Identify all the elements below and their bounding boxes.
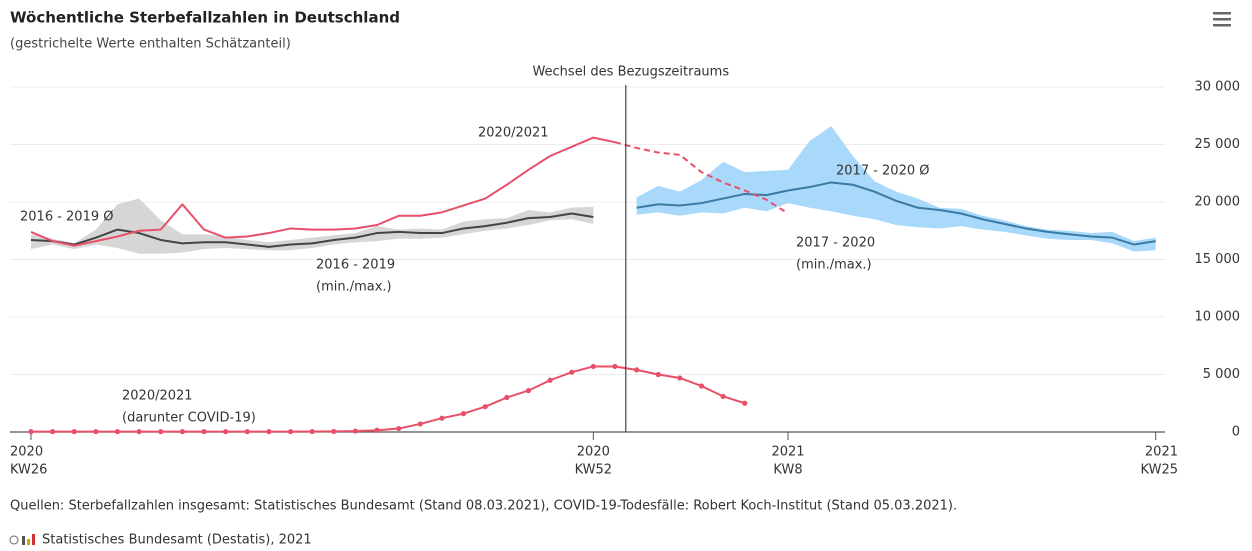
logo-bar <box>22 536 25 545</box>
marker <box>482 404 488 410</box>
marker <box>158 429 164 435</box>
y-tick-label: 10 000 <box>1195 310 1241 325</box>
marker <box>136 429 142 435</box>
marker <box>114 429 121 435</box>
marker <box>309 428 315 435</box>
destatis-logo <box>9 534 35 545</box>
range-band <box>30 198 594 254</box>
marker <box>655 371 661 378</box>
marker <box>71 429 77 435</box>
marker <box>28 429 34 435</box>
source: Quellen: Sterbefallzahlen insgesamt: Sta… <box>10 499 957 514</box>
series-label: 2020/2021 <box>122 389 193 404</box>
chart-subtitle: (gestrichelte Werte enthalten Schätzante… <box>10 37 291 52</box>
x-tick-label: 2020 <box>577 445 610 460</box>
x-tick-label: 2021 <box>1145 445 1178 460</box>
y-tick-label: 30 000 <box>1195 80 1241 95</box>
x-tick-label: 2020 <box>10 445 43 460</box>
y-tick-label: 5 000 <box>1203 367 1240 382</box>
x-tick-sublabel: KW25 <box>1141 463 1178 478</box>
menu-icon[interactable] <box>1213 12 1231 27</box>
marker <box>742 400 748 406</box>
line <box>30 212 594 248</box>
marker <box>569 369 575 375</box>
marker <box>417 421 423 427</box>
marker <box>547 377 553 383</box>
marker <box>352 428 359 434</box>
marker <box>612 363 618 370</box>
y-tick-label: 20 000 <box>1195 195 1241 210</box>
marker <box>460 411 467 417</box>
series-label: 2017 - 2020 Ø <box>836 164 930 179</box>
x-tick-label: 2021 <box>771 445 804 460</box>
logo-bar <box>27 539 30 545</box>
y-tick-label: 0 <box>1232 425 1240 440</box>
y-tick-label: 25 000 <box>1195 137 1241 152</box>
marker <box>504 394 510 401</box>
copyright-circle <box>9 535 19 545</box>
series-label: 2017 - 2020 <box>796 236 875 251</box>
marker <box>179 429 185 435</box>
marker <box>50 429 56 435</box>
dashed-line <box>614 141 789 215</box>
marker <box>331 428 337 435</box>
series-label: (min./max.) <box>316 280 392 295</box>
marker <box>720 393 726 399</box>
range-band <box>636 126 1156 252</box>
marker <box>698 383 705 389</box>
series-label: 2016 - 2019 Ø <box>20 210 114 225</box>
marker <box>439 415 445 421</box>
marker <box>244 429 250 435</box>
marker <box>93 429 99 435</box>
marker <box>677 375 683 381</box>
line <box>30 136 616 247</box>
y-tick-label: 15 000 <box>1195 252 1241 267</box>
series-label: (darunter COVID-19) <box>122 411 256 426</box>
series-label: 2020/2021 <box>478 126 549 141</box>
marker <box>223 429 229 435</box>
series-label: 2016 - 2019 <box>316 258 395 273</box>
menu-bar[interactable] <box>1213 24 1231 27</box>
x-tick-sublabel: KW8 <box>773 463 802 478</box>
marker <box>590 363 596 370</box>
marker <box>396 425 402 432</box>
series-label: (min./max.) <box>796 258 872 273</box>
credit: Statistisches Bundesamt (Destatis), 2021 <box>42 533 312 548</box>
menu-bar[interactable] <box>1213 18 1231 21</box>
marker <box>633 367 640 373</box>
line <box>636 181 1156 246</box>
marker <box>374 427 380 433</box>
marker <box>266 429 272 435</box>
marker <box>525 388 532 394</box>
x-tick-sublabel: KW26 <box>10 463 47 478</box>
menu-bar[interactable] <box>1213 12 1231 15</box>
marker <box>201 429 207 435</box>
chart-title: Wöchentliche Sterbefallzahlen in Deutsch… <box>10 9 400 27</box>
x-tick-sublabel: KW52 <box>575 463 612 478</box>
marker <box>287 429 294 435</box>
annotation-label: Wechsel des Bezugszeitraums <box>532 65 729 80</box>
logo-bar <box>32 534 35 545</box>
